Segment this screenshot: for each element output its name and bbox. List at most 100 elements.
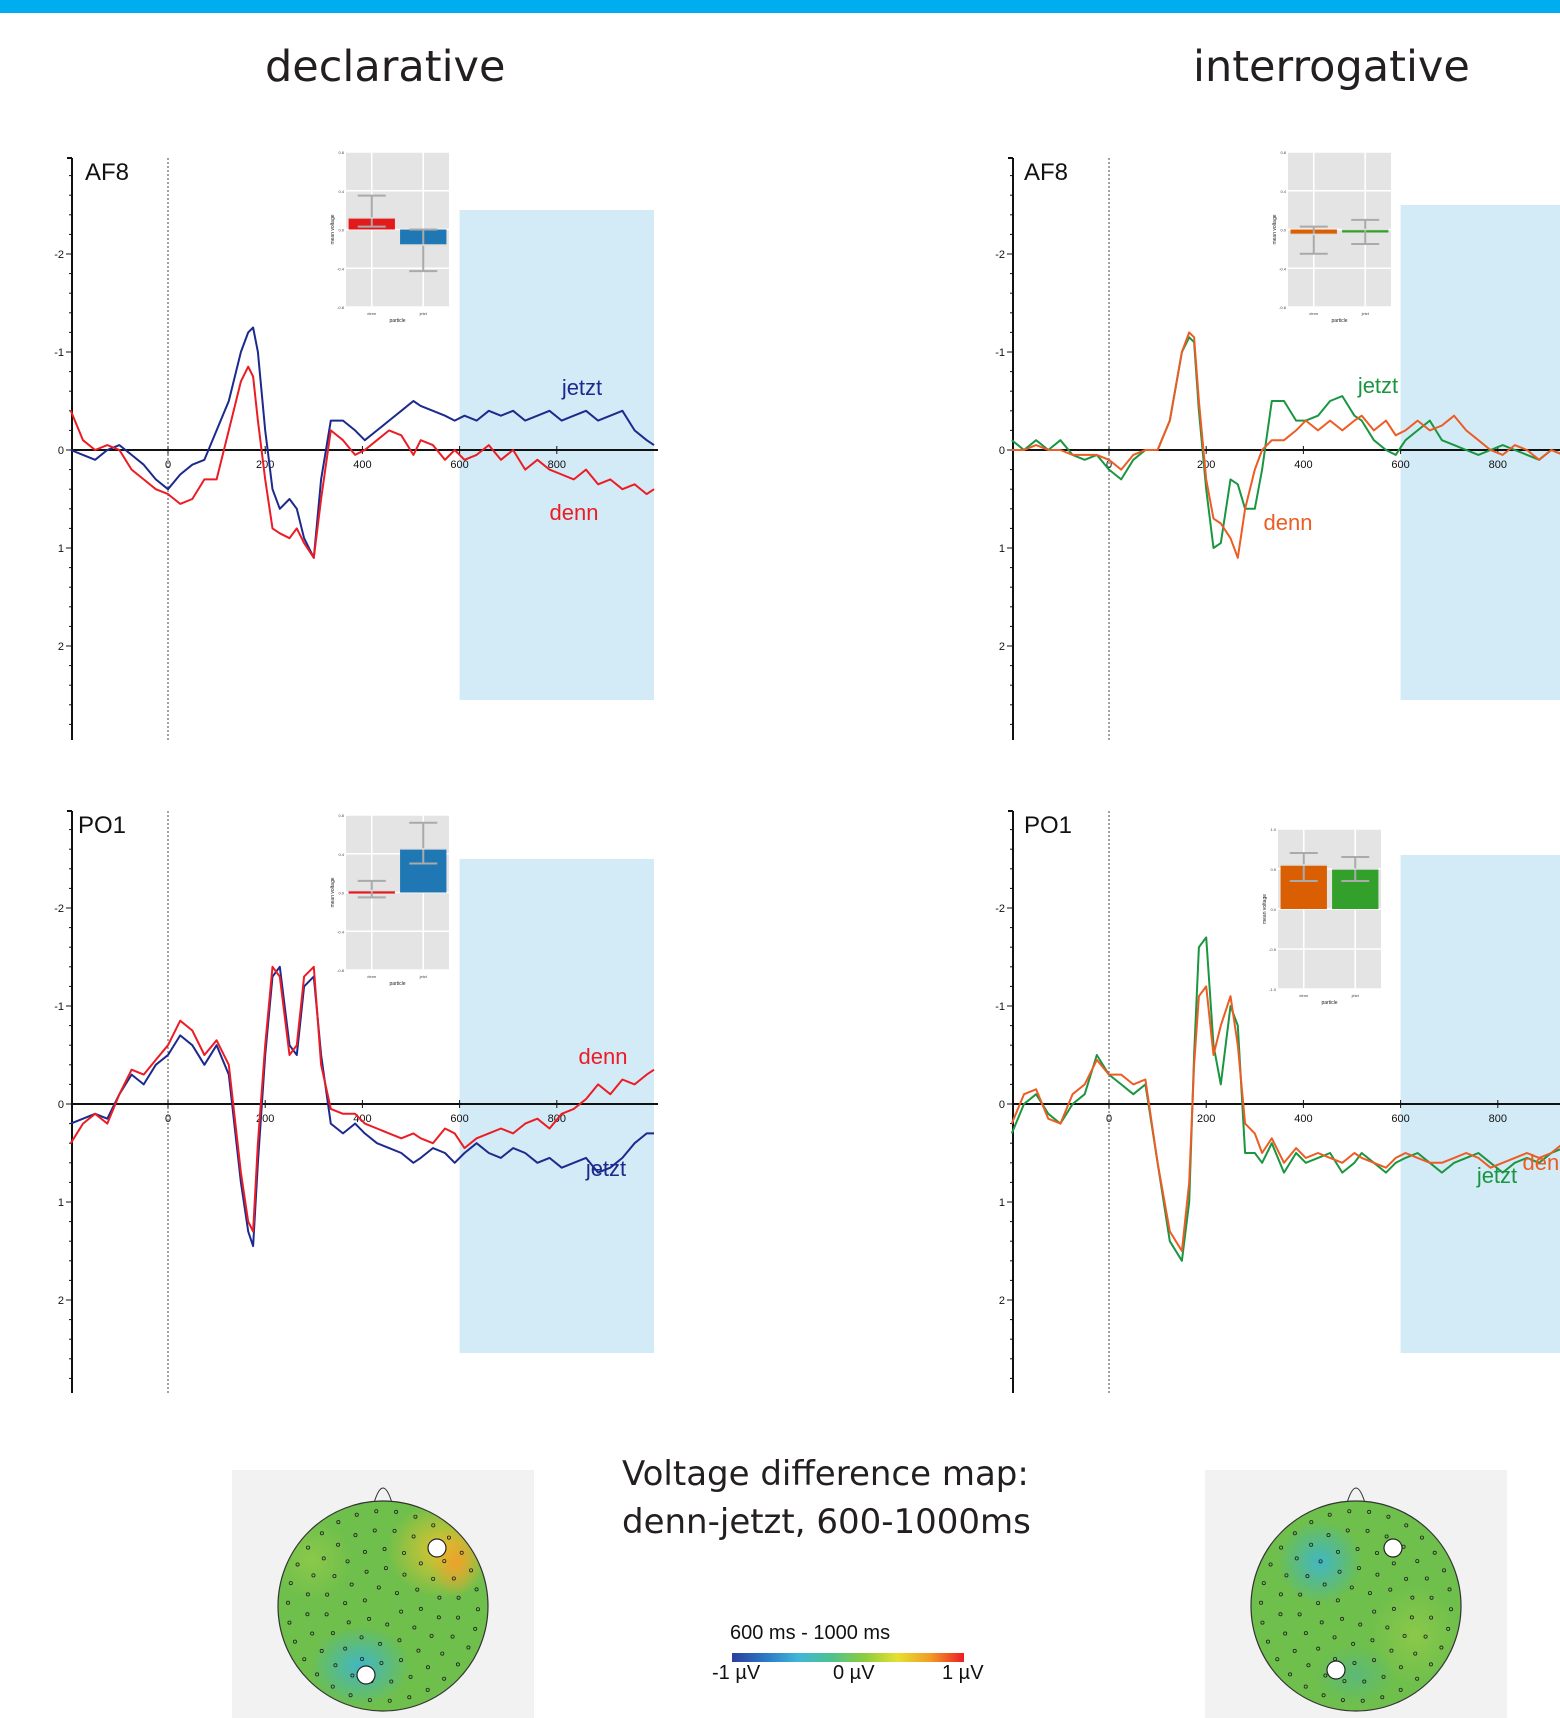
colorbar-title: 600 ms - 1000 ms bbox=[730, 1622, 891, 1644]
topo-electrode bbox=[287, 1620, 292, 1625]
series-line-jetzt bbox=[70, 326, 655, 559]
topo-electrode bbox=[353, 1533, 358, 1538]
inset-y-axis-label: mean voltage bbox=[1262, 894, 1268, 924]
topo-electrode bbox=[1323, 1673, 1328, 1678]
inset-y-tick-label: 0.8 bbox=[1280, 150, 1286, 155]
topo-electrode bbox=[345, 1559, 350, 1564]
topo-electrode bbox=[437, 1595, 442, 1600]
channel-label: PO1 bbox=[78, 812, 126, 839]
topo-electrode bbox=[1358, 1622, 1363, 1627]
topo-electrode bbox=[1319, 1620, 1324, 1625]
topo-electrode bbox=[1332, 1635, 1337, 1640]
topo-electrode bbox=[1260, 1620, 1265, 1625]
topo-electrode bbox=[456, 1595, 461, 1600]
topo-electrode bbox=[372, 1528, 377, 1533]
inset-y-tick-label: -0.8 bbox=[337, 968, 345, 973]
topo-electrode bbox=[1294, 1556, 1299, 1561]
y-tick-label: 0 bbox=[58, 445, 64, 457]
topo-electrode bbox=[325, 1592, 330, 1597]
y-tick-label: 2 bbox=[58, 1295, 64, 1307]
inset-x-axis-label: particle bbox=[389, 981, 405, 987]
series-line-jetzt bbox=[70, 965, 654, 1248]
series-line-denn bbox=[69, 965, 655, 1233]
topo-electrode bbox=[311, 1573, 316, 1578]
topo-electrode bbox=[412, 1625, 417, 1630]
topo-scalp-fill bbox=[278, 1501, 488, 1711]
analysis-window-highlight bbox=[1400, 205, 1560, 700]
topo-electrode bbox=[295, 1562, 300, 1567]
x-tick-label: 0 bbox=[165, 459, 171, 471]
series-label-jetzt: jetzt bbox=[1357, 373, 1398, 398]
topo-electrode bbox=[376, 1585, 381, 1590]
topo-electrode bbox=[418, 1606, 423, 1611]
inset-bar-chart: 0.8 0.4 0.0 -0.4 -0.8 denn jetzt particle mean v… bbox=[1272, 150, 1391, 324]
topo-electrode bbox=[1321, 1693, 1326, 1698]
channel-label: AF8 bbox=[85, 159, 129, 186]
inset-y-tick-label: 0.5 bbox=[1270, 867, 1276, 872]
inset-y-tick-label: 0.4 bbox=[1280, 189, 1286, 194]
channel-label: AF8 bbox=[1024, 159, 1068, 186]
y-tick-label: -1 bbox=[54, 1001, 64, 1013]
inset-bar-chart: 1.0 0.5 0.0 -0.5 -1.0 denn jetzt particle mean v… bbox=[1262, 827, 1381, 1006]
topo-electrode bbox=[332, 1574, 337, 1579]
inset-y-tick-label: 0.0 bbox=[338, 891, 344, 896]
topo-electrode bbox=[413, 1514, 418, 1519]
inset-y-tick-label: 0.4 bbox=[338, 189, 344, 194]
y-tick-label: 1 bbox=[999, 1197, 1005, 1209]
x-tick-label: 600 bbox=[1391, 1113, 1409, 1125]
inset-x-tick-label: jetzt bbox=[419, 974, 428, 979]
inset-x-tick-label: denn bbox=[1299, 993, 1308, 998]
topo-nose bbox=[1346, 1487, 1366, 1504]
topo-electrode bbox=[1391, 1561, 1396, 1566]
topo-electrode bbox=[1415, 1559, 1420, 1564]
topo-selected-electrode bbox=[356, 1665, 376, 1685]
inset-x-tick-label: denn bbox=[367, 974, 376, 979]
topo-electrode bbox=[1278, 1612, 1283, 1617]
series-label-denn: denn bbox=[1264, 510, 1313, 535]
topo-electrode bbox=[1415, 1676, 1420, 1681]
inset-y-tick-label: 0.0 bbox=[1280, 228, 1286, 233]
series-line-jetzt bbox=[1010, 936, 1560, 1262]
topo-electrode bbox=[1335, 1549, 1340, 1554]
inset-y-tick-label: -0.4 bbox=[1279, 266, 1287, 271]
y-tick-label: -1 bbox=[995, 1001, 1005, 1013]
topo-electrode bbox=[1423, 1634, 1428, 1639]
y-tick-label: 1 bbox=[58, 543, 64, 555]
topo-electrode bbox=[1259, 1600, 1264, 1605]
topo-electrode bbox=[1413, 1651, 1418, 1656]
y-tick-label: -1 bbox=[995, 347, 1005, 359]
inset-bar-chart: 0.8 0.4 0.0 -0.4 -0.8 denn jetzt particle mean v… bbox=[330, 150, 449, 324]
topo-electrode bbox=[1446, 1626, 1451, 1631]
topo-electrode bbox=[1429, 1595, 1434, 1600]
topo-electrode bbox=[1402, 1633, 1407, 1638]
topo-electrode bbox=[1432, 1550, 1437, 1555]
topo-electrode bbox=[305, 1592, 310, 1597]
topo-electrode bbox=[1340, 1616, 1345, 1621]
topo-electrode bbox=[401, 1550, 406, 1555]
topo-electrode bbox=[315, 1672, 320, 1677]
topo-electrode bbox=[450, 1634, 455, 1639]
y-tick-label: 2 bbox=[58, 641, 64, 653]
topo-electrode bbox=[1374, 1550, 1379, 1555]
topo-electrode bbox=[402, 1572, 407, 1577]
topo-electrode bbox=[374, 1509, 379, 1514]
topo-electrode bbox=[360, 1657, 365, 1662]
x-tick-label: 0 bbox=[165, 1113, 171, 1125]
topo-electrode bbox=[436, 1615, 441, 1620]
inset-y-axis-label: mean voltage bbox=[330, 877, 336, 907]
topo-electrode bbox=[431, 1523, 436, 1528]
topo-electrode bbox=[362, 1598, 367, 1603]
topo-electrode bbox=[1347, 1509, 1352, 1514]
topo-electrode bbox=[1292, 1531, 1297, 1536]
topo-electrode bbox=[286, 1600, 291, 1605]
colorbar-mid-label: 0 µV bbox=[833, 1662, 875, 1684]
topo-electrode bbox=[442, 1676, 447, 1681]
topo-electrode bbox=[349, 1582, 354, 1587]
x-tick-label: 800 bbox=[1489, 1113, 1507, 1125]
topo-electrode bbox=[324, 1612, 329, 1617]
inset-x-axis-label: particle bbox=[1331, 318, 1347, 324]
topo-electrode bbox=[425, 1665, 430, 1670]
topo-electrode bbox=[1360, 1698, 1365, 1703]
topo-electrode bbox=[440, 1651, 445, 1656]
